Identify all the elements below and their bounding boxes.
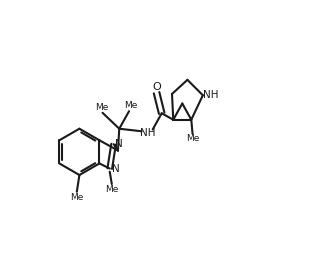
Text: N: N [111,164,119,174]
Text: Me: Me [105,185,118,194]
Text: NH: NH [140,128,155,138]
Text: Me: Me [186,134,199,143]
Text: Me: Me [125,101,138,110]
Text: N: N [115,139,123,149]
Text: Me: Me [70,193,83,202]
Text: O: O [152,82,161,92]
Text: Me: Me [95,103,109,112]
Text: NH: NH [203,90,218,100]
